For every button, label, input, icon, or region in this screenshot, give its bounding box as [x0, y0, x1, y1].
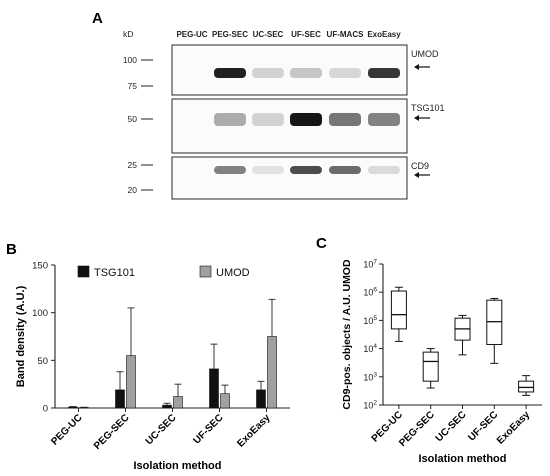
western-blots: 100 75 UMOD 50 TSG101 25 20 CD9 — [123, 44, 445, 200]
legend-swatch — [77, 265, 90, 278]
blot-frame — [171, 98, 408, 154]
lane-label: UC-SEC — [253, 30, 284, 39]
lane-labels: PEG-UC PEG-SEC UC-SEC UF-SEC UF-MACS ExoEasy — [176, 30, 401, 39]
blot-band — [329, 68, 361, 78]
kd-label: kD — [123, 29, 133, 39]
lane-label: PEG-SEC — [212, 30, 248, 39]
blot-band — [252, 113, 284, 126]
bar-chart: 0 50 100 150 Band density (A.U.) PEG-UC PEG-SE… — [15, 261, 290, 472]
bar — [162, 404, 172, 409]
marker-label: TSG101 — [411, 103, 445, 113]
x-axis-label: Isolation method — [419, 453, 507, 465]
y-axis-label: Band density (A.U.) — [15, 285, 27, 387]
legend-label: UMOD — [216, 267, 250, 279]
y-tick-label: 105 — [363, 315, 377, 326]
blot-band — [290, 166, 322, 174]
blot-band — [290, 113, 322, 126]
legend-swatch — [199, 265, 212, 278]
x-tick-label: UC-SEC — [144, 412, 179, 447]
marker-label: CD9 — [411, 161, 429, 171]
box — [518, 380, 535, 393]
y-tick-label: 0 — [43, 404, 48, 415]
y-tick-label: 104 — [363, 343, 377, 354]
y-tick-label: 150 — [32, 261, 48, 272]
mw-label: 20 — [128, 185, 138, 195]
box — [390, 290, 407, 330]
lane-label: UF-SEC — [291, 30, 321, 39]
blot-band — [329, 166, 361, 174]
y-axis-label: CD9-pos. objects / A.U. UMOD — [341, 259, 353, 410]
blot-band — [368, 166, 400, 174]
x-tick-label: ExoEasy — [495, 409, 533, 447]
y-tick-label: 50 — [37, 356, 48, 367]
blot-band — [368, 113, 400, 126]
y-tick-label: 102 — [363, 400, 377, 411]
y-tick-label: 106 — [363, 287, 377, 298]
box — [422, 351, 439, 382]
blot-band — [252, 68, 284, 78]
x-tick-label: PEG-SEC — [92, 412, 132, 452]
bar — [220, 393, 230, 409]
mw-label: 75 — [128, 81, 138, 91]
bar — [173, 396, 183, 409]
band-arrow-icon — [414, 115, 419, 121]
marker-label: UMOD — [411, 49, 439, 59]
blot-band — [214, 166, 246, 174]
panel-a-letter: A — [92, 10, 103, 27]
blot-band — [329, 113, 361, 126]
y-tick-label: 107 — [363, 259, 377, 270]
blot-frame — [171, 156, 408, 200]
box-plot: 102 103 104 105 106 107 CD9-pos. objects / A.U… — [341, 259, 542, 465]
x-tick-label: ExoEasy — [235, 412, 273, 450]
mw-label: 50 — [128, 114, 138, 124]
lane-label: PEG-UC — [176, 30, 207, 39]
blot-band — [214, 68, 246, 78]
bar — [267, 336, 277, 409]
band-arrow-icon — [414, 172, 419, 178]
x-axis-label: Isolation method — [134, 460, 222, 472]
bar — [256, 389, 266, 409]
blot-frame — [171, 44, 408, 96]
bar — [209, 368, 219, 409]
bar — [68, 406, 78, 409]
blot-band — [290, 68, 322, 78]
x-tick-label: PEG-UC — [49, 412, 84, 447]
box — [486, 299, 503, 345]
blot-band — [252, 166, 284, 174]
x-tick-label: UF-SEC — [192, 412, 226, 446]
bar — [126, 355, 136, 409]
legend-label: TSG101 — [94, 267, 135, 279]
band-arrow-icon — [414, 64, 419, 70]
mw-label: 25 — [128, 160, 138, 170]
lane-label: ExoEasy — [367, 30, 401, 39]
y-tick-label: 103 — [363, 371, 377, 382]
blot-band — [214, 113, 246, 126]
panel-c-letter: C — [316, 235, 327, 252]
lane-label: UF-MACS — [327, 30, 365, 39]
mw-label: 100 — [123, 55, 137, 65]
bar — [115, 389, 125, 409]
x-tick-label: UC-SEC — [434, 409, 469, 444]
blot-band — [368, 68, 400, 78]
y-tick-label: 100 — [32, 308, 48, 319]
panel-b-letter: B — [6, 241, 17, 258]
